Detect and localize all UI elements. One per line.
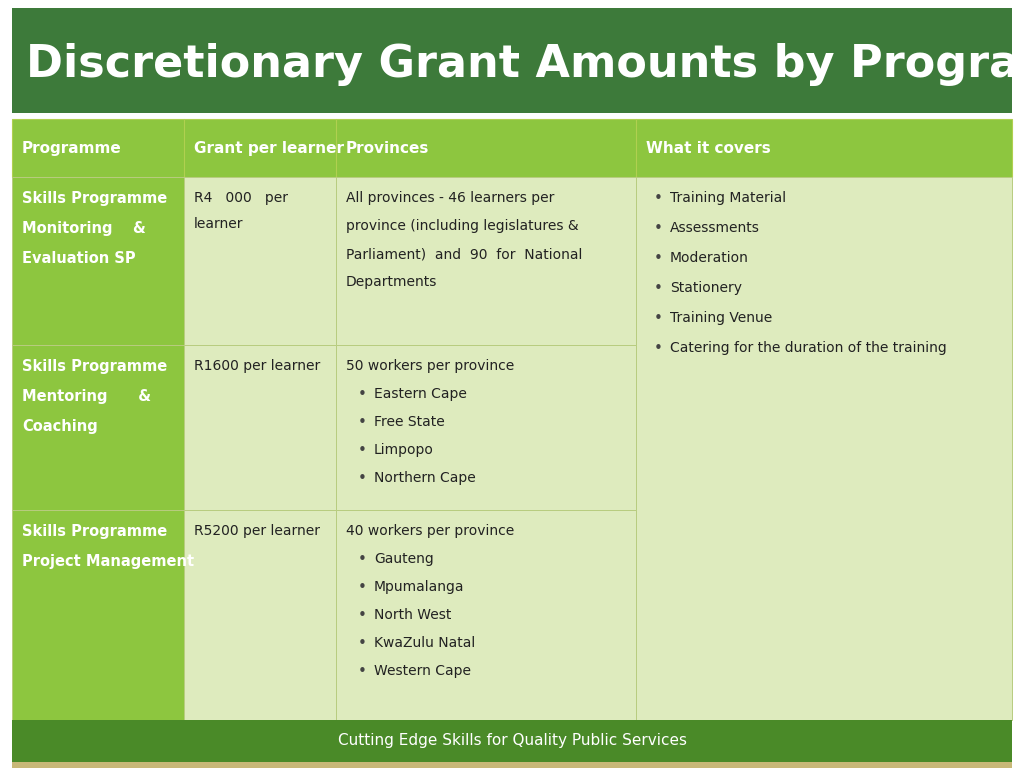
Text: Skills Programme: Skills Programme xyxy=(22,359,167,374)
Text: Moderation: Moderation xyxy=(670,251,749,265)
Text: Training Material: Training Material xyxy=(670,191,786,205)
Text: What it covers: What it covers xyxy=(646,141,771,156)
Text: Northern Cape: Northern Cape xyxy=(374,471,476,485)
Text: Coaching: Coaching xyxy=(22,419,97,434)
Bar xyxy=(184,345,336,510)
Text: KwaZulu Natal: KwaZulu Natal xyxy=(374,636,475,650)
Bar xyxy=(636,177,1012,720)
Text: learner: learner xyxy=(194,217,244,231)
Text: Evaluation SP: Evaluation SP xyxy=(22,251,135,266)
Text: •: • xyxy=(654,281,663,296)
Text: Provinces: Provinces xyxy=(346,141,429,156)
Text: •: • xyxy=(358,552,367,567)
Text: R5200 per learner: R5200 per learner xyxy=(194,524,319,538)
Bar xyxy=(184,510,336,720)
Text: All provinces - 46 learners per: All provinces - 46 learners per xyxy=(346,191,554,205)
Text: Discretionary Grant Amounts by Programme: Discretionary Grant Amounts by Programme xyxy=(26,42,1024,85)
Text: Monitoring    &: Monitoring & xyxy=(22,221,145,236)
Text: Project Management: Project Management xyxy=(22,554,195,569)
Text: Cutting Edge Skills for Quality Public Services: Cutting Edge Skills for Quality Public S… xyxy=(338,733,686,748)
Text: •: • xyxy=(358,471,367,486)
Bar xyxy=(336,345,636,510)
Text: •: • xyxy=(654,251,663,266)
Text: Eastern Cape: Eastern Cape xyxy=(374,387,467,401)
Text: •: • xyxy=(654,221,663,236)
Text: •: • xyxy=(358,636,367,651)
Text: Training Venue: Training Venue xyxy=(670,311,772,325)
Text: Gauteng: Gauteng xyxy=(374,552,434,566)
Bar xyxy=(12,720,1012,762)
Text: Catering for the duration of the training: Catering for the duration of the trainin… xyxy=(670,341,947,355)
Text: Programme: Programme xyxy=(22,141,122,156)
Bar xyxy=(336,119,636,177)
Text: R4   000   per: R4 000 per xyxy=(194,191,288,205)
Text: •: • xyxy=(358,580,367,595)
Text: Free State: Free State xyxy=(374,415,444,429)
Bar xyxy=(12,8,1012,113)
Text: •: • xyxy=(358,415,367,430)
Text: Skills Programme: Skills Programme xyxy=(22,524,167,539)
Text: Stationery: Stationery xyxy=(670,281,742,295)
Bar xyxy=(12,177,184,345)
Text: Mpumalanga: Mpumalanga xyxy=(374,580,465,594)
Text: •: • xyxy=(358,443,367,458)
Text: •: • xyxy=(358,608,367,623)
Text: Mentoring      &: Mentoring & xyxy=(22,389,151,404)
Text: 50 workers per province: 50 workers per province xyxy=(346,359,514,373)
Text: Assessments: Assessments xyxy=(670,221,760,235)
Bar xyxy=(12,762,1012,768)
Text: •: • xyxy=(358,664,367,679)
Text: Western Cape: Western Cape xyxy=(374,664,471,678)
Text: Departments: Departments xyxy=(346,275,437,289)
Text: North West: North West xyxy=(374,608,452,622)
Text: Grant per learner: Grant per learner xyxy=(194,141,344,156)
Text: Parliament)  and  90  for  National: Parliament) and 90 for National xyxy=(346,247,583,261)
Text: •: • xyxy=(654,341,663,356)
Text: Limpopo: Limpopo xyxy=(374,443,434,457)
Text: R1600 per learner: R1600 per learner xyxy=(194,359,321,373)
Bar xyxy=(12,510,184,720)
Text: Skills Programme: Skills Programme xyxy=(22,191,167,206)
Text: province (including legislatures &: province (including legislatures & xyxy=(346,219,579,233)
Text: 40 workers per province: 40 workers per province xyxy=(346,524,514,538)
Bar xyxy=(336,177,636,345)
Bar xyxy=(184,177,336,345)
Bar xyxy=(636,119,1012,177)
Bar xyxy=(12,119,184,177)
Bar xyxy=(336,510,636,720)
Bar xyxy=(12,345,184,510)
Bar xyxy=(184,119,336,177)
Text: •: • xyxy=(358,387,367,402)
Text: •: • xyxy=(654,191,663,206)
Text: •: • xyxy=(654,311,663,326)
